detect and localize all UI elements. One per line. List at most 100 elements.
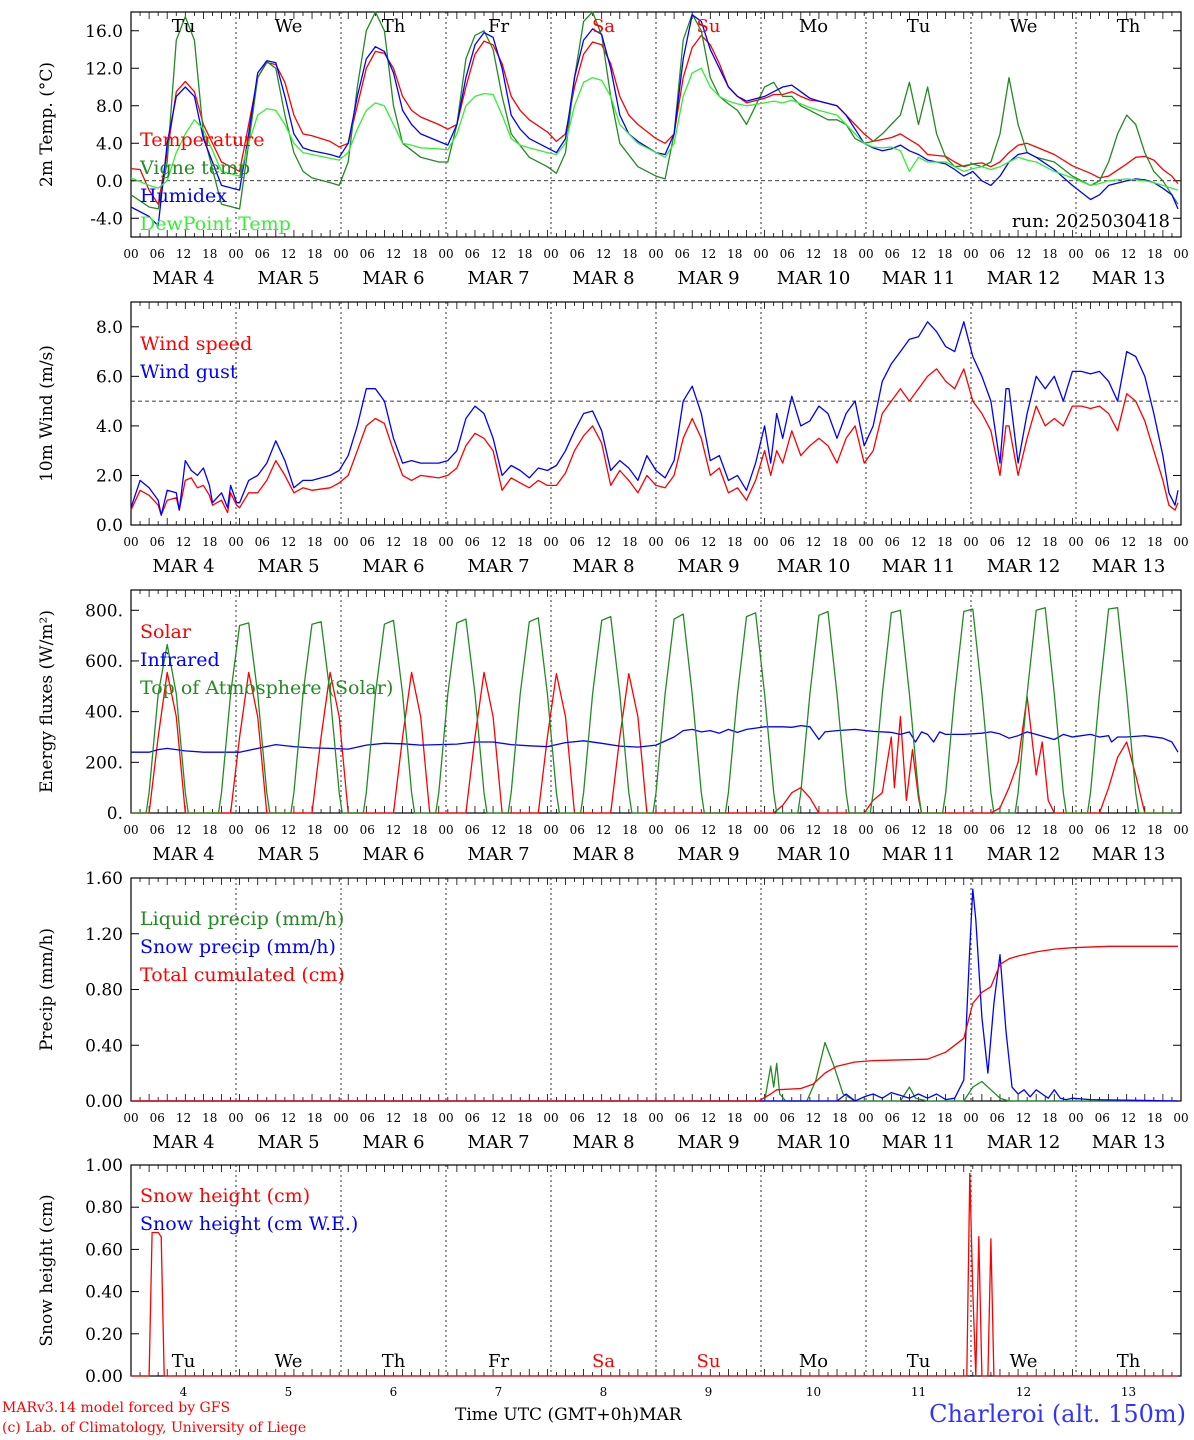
- hour-tick-label: 06: [885, 535, 900, 549]
- hour-tick-label: 00: [1173, 1111, 1188, 1125]
- y-tick-label: 0.80: [85, 1198, 123, 1218]
- hour-tick-label: 18: [727, 1111, 742, 1125]
- hour-tick-label: 06: [465, 247, 480, 261]
- day-number-label: 8: [600, 1385, 608, 1399]
- weekday-label: Fr: [488, 1351, 509, 1372]
- hour-tick-label: 12: [1121, 1111, 1136, 1125]
- hour-tick-label: 12: [491, 535, 506, 549]
- hour-tick-label: 18: [307, 1111, 322, 1125]
- date-label: MAR 8: [572, 844, 634, 865]
- date-label: MAR 7: [467, 268, 529, 289]
- hour-tick-label: 18: [412, 823, 427, 837]
- date-label: MAR 7: [467, 1132, 529, 1153]
- date-label: MAR 5: [257, 844, 319, 865]
- hour-tick-label: 06: [465, 535, 480, 549]
- date-label: MAR 6: [362, 1132, 424, 1153]
- series-line-blue: [131, 724, 1179, 753]
- weekday-label: Su: [697, 1351, 721, 1372]
- hour-tick-label: 12: [806, 823, 821, 837]
- y-tick-label: 4.0: [96, 417, 123, 437]
- model-credit: MARv3.14 model forced by GFS: [2, 1400, 231, 1416]
- hour-tick-label: 18: [832, 823, 847, 837]
- date-label: MAR 9: [677, 556, 739, 577]
- weekday-label: Th: [1117, 16, 1141, 37]
- hour-tick-label: 18: [1147, 247, 1162, 261]
- y-tick-label: -4.0: [90, 209, 123, 229]
- weekday-label: Sa: [592, 1351, 615, 1372]
- hour-tick-label: 12: [386, 247, 401, 261]
- hour-tick-label: 06: [465, 1111, 480, 1125]
- weekday-label: Th: [382, 1351, 406, 1372]
- y-tick-label: 12.0: [85, 59, 123, 79]
- weekday-label: Su: [697, 16, 721, 37]
- y-axis-label: Snow height (cm): [37, 1194, 57, 1346]
- day-number-label: 4: [180, 1385, 188, 1399]
- hour-tick-label: 00: [963, 823, 978, 837]
- hour-tick-label: 12: [176, 247, 191, 261]
- hour-tick-label: 00: [228, 823, 243, 837]
- hour-tick-label: 00: [1068, 823, 1083, 837]
- hour-tick-label: 18: [1042, 823, 1057, 837]
- day-number-label: 9: [705, 1385, 713, 1399]
- hour-tick-label: 06: [465, 823, 480, 837]
- day-number-label: 13: [1121, 1385, 1136, 1399]
- y-tick-label: 16.0: [85, 22, 123, 42]
- series-line-green: [130, 11, 1179, 210]
- legend-entry: DewPoint Temp: [140, 213, 291, 235]
- hour-tick-label: 12: [1016, 247, 1031, 261]
- y-tick-label: 1.00: [85, 1156, 123, 1176]
- date-label: MAR 11: [882, 268, 956, 289]
- series-line-blue: [130, 321, 1179, 516]
- hour-tick-label: 06: [780, 1111, 795, 1125]
- weekday-label: Tu: [172, 16, 196, 37]
- hour-tick-label: 06: [570, 1111, 585, 1125]
- hour-tick-label: 06: [570, 247, 585, 261]
- weekday-label: Tu: [172, 1351, 196, 1372]
- hour-tick-label: 12: [1121, 535, 1136, 549]
- series-line-green: [131, 607, 1178, 814]
- hour-tick-label: 00: [438, 535, 453, 549]
- y-tick-label: 0.80: [85, 981, 123, 1001]
- y-tick-label: 0.00: [85, 1367, 123, 1387]
- x-axis-month: MAR: [639, 1405, 682, 1425]
- hour-tick-label: 12: [911, 535, 926, 549]
- y-tick-label: 0.0: [96, 516, 123, 536]
- date-label: MAR 9: [677, 1132, 739, 1153]
- date-label: MAR 8: [572, 1132, 634, 1153]
- hour-tick-label: 00: [438, 1111, 453, 1125]
- hour-tick-label: 00: [123, 1111, 138, 1125]
- hour-tick-label: 06: [255, 823, 270, 837]
- hour-tick-label: 00: [858, 247, 873, 261]
- legend-entry: Infrared: [140, 649, 220, 671]
- weekday-label: We: [275, 16, 303, 37]
- date-label: MAR 9: [677, 268, 739, 289]
- hour-tick-label: 18: [202, 1111, 217, 1125]
- hour-tick-label: 12: [596, 823, 611, 837]
- day-number-label: 6: [390, 1385, 398, 1399]
- hour-tick-label: 18: [307, 823, 322, 837]
- hour-tick-label: 00: [123, 823, 138, 837]
- legend-entry: Vigne temp: [139, 157, 250, 179]
- hour-tick-label: 00: [858, 535, 873, 549]
- hour-tick-label: 00: [123, 535, 138, 549]
- hour-tick-label: 06: [255, 535, 270, 549]
- hour-tick-label: 18: [1042, 1111, 1057, 1125]
- hour-tick-label: 00: [123, 247, 138, 261]
- legend-entry: Humidex: [140, 185, 227, 207]
- day-number-label: 10: [806, 1385, 821, 1399]
- hour-tick-label: 18: [832, 247, 847, 261]
- hour-tick-label: 00: [648, 1111, 663, 1125]
- hour-tick-label: 18: [517, 535, 532, 549]
- date-label: MAR 13: [1092, 556, 1166, 577]
- run-annotation: run: 2025030418: [1012, 211, 1170, 232]
- hour-tick-label: 12: [386, 1111, 401, 1125]
- hour-tick-label: 18: [307, 247, 322, 261]
- hour-tick-label: 00: [858, 1111, 873, 1125]
- weekday-label: We: [1010, 16, 1038, 37]
- date-label: MAR 10: [777, 844, 851, 865]
- series-line-red: [130, 34, 1179, 205]
- hour-tick-label: 00: [1173, 823, 1188, 837]
- date-label: MAR 8: [572, 556, 634, 577]
- hour-tick-label: 18: [517, 823, 532, 837]
- hour-tick-label: 00: [543, 1111, 558, 1125]
